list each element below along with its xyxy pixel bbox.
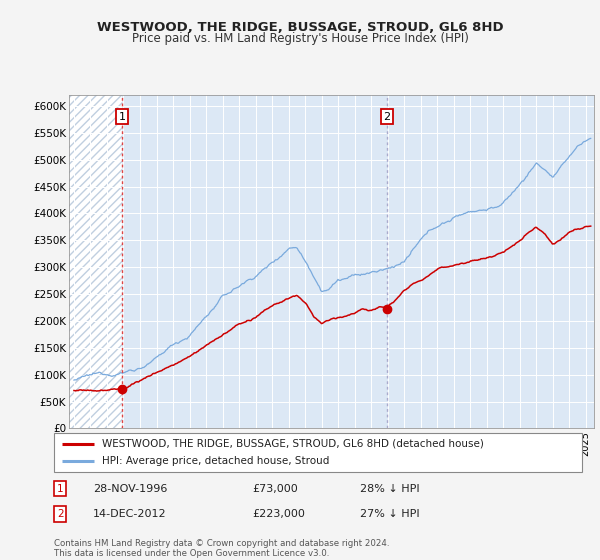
Text: 14-DEC-2012: 14-DEC-2012	[93, 509, 167, 519]
Text: 1: 1	[57, 484, 64, 494]
Text: £223,000: £223,000	[252, 509, 305, 519]
Text: £73,000: £73,000	[252, 484, 298, 494]
Text: Contains HM Land Registry data © Crown copyright and database right 2024.
This d: Contains HM Land Registry data © Crown c…	[54, 539, 389, 558]
Text: 1: 1	[119, 111, 125, 122]
Text: WESTWOOD, THE RIDGE, BUSSAGE, STROUD, GL6 8HD: WESTWOOD, THE RIDGE, BUSSAGE, STROUD, GL…	[97, 21, 503, 34]
Text: 2: 2	[383, 111, 391, 122]
Text: 27% ↓ HPI: 27% ↓ HPI	[360, 509, 419, 519]
Text: 28-NOV-1996: 28-NOV-1996	[93, 484, 167, 494]
Text: HPI: Average price, detached house, Stroud: HPI: Average price, detached house, Stro…	[101, 456, 329, 466]
Text: 2: 2	[57, 509, 64, 519]
Text: 28% ↓ HPI: 28% ↓ HPI	[360, 484, 419, 494]
Text: Price paid vs. HM Land Registry's House Price Index (HPI): Price paid vs. HM Land Registry's House …	[131, 32, 469, 45]
Bar	[69, 95, 122, 428]
FancyBboxPatch shape	[54, 433, 582, 472]
Bar	[122, 95, 594, 428]
Text: WESTWOOD, THE RIDGE, BUSSAGE, STROUD, GL6 8HD (detached house): WESTWOOD, THE RIDGE, BUSSAGE, STROUD, GL…	[101, 438, 484, 449]
